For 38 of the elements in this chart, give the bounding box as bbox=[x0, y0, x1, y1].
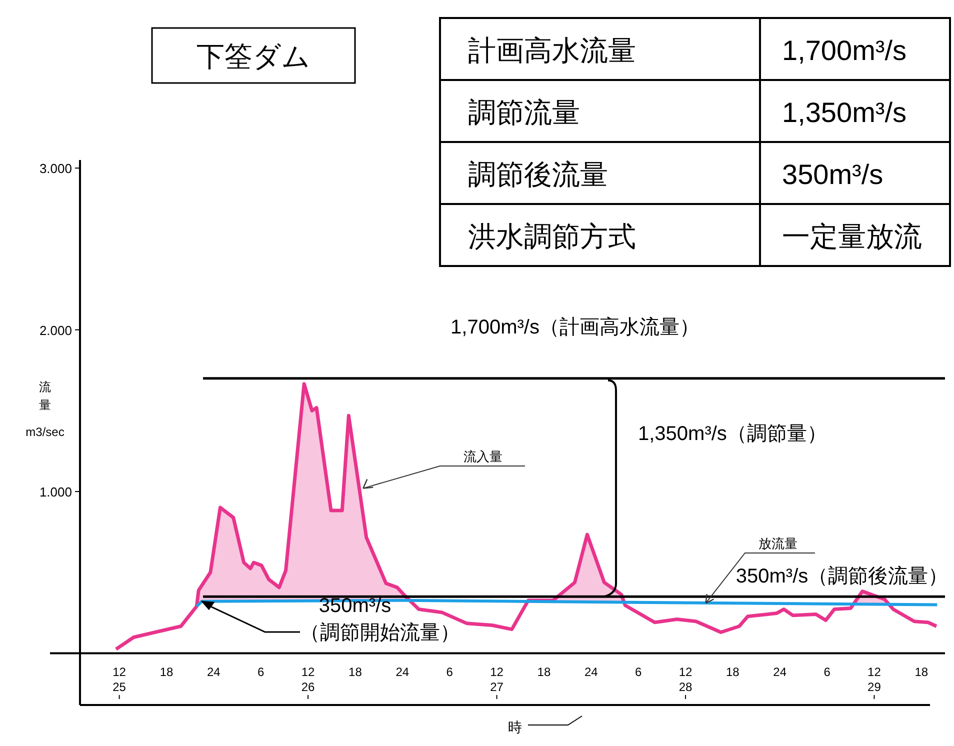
text: 計画高水流量 bbox=[468, 35, 636, 66]
x-tick-label: 6 bbox=[446, 665, 454, 679]
x-tick-label: 12 29 bbox=[868, 665, 882, 694]
x-tick-label: 12 28 bbox=[678, 665, 692, 694]
y-tick-label: 1.000 bbox=[39, 484, 72, 500]
annotation: 洪水調節方式 bbox=[468, 221, 636, 252]
annotation: 調節後流量 bbox=[468, 159, 608, 190]
ref-line-label: 1,700m³/s（計画高水流量） bbox=[450, 315, 700, 338]
x-tick-label: 12 26 bbox=[301, 665, 316, 694]
x-tick-label: 24 bbox=[773, 665, 787, 679]
x-tick-label: 6 bbox=[824, 665, 831, 679]
x-tick-label: 6 bbox=[258, 665, 265, 679]
x-axis-title: 時 bbox=[508, 719, 522, 735]
x-tick-label: 12 27 bbox=[490, 665, 504, 694]
x-tick-label: 18 bbox=[914, 665, 928, 679]
y-tick-label: 2.000 bbox=[39, 322, 72, 338]
x-tick-label: 18 bbox=[537, 665, 551, 679]
text: 1,700m³/s bbox=[782, 35, 906, 66]
x-tick-label: 24 bbox=[207, 665, 221, 679]
x-tick-label: 18 bbox=[726, 665, 740, 679]
annotation: 放流量 bbox=[758, 536, 798, 551]
x-tick-label: 24 bbox=[396, 665, 410, 679]
x-tick-label: 18 bbox=[348, 665, 362, 679]
x-tick-label: 12 25 bbox=[112, 665, 126, 694]
x-tick-label: 24 bbox=[584, 665, 598, 679]
ref-line-label: 350m³/s（調節後流量） bbox=[736, 566, 948, 588]
x-tick-label: 18 bbox=[160, 665, 174, 679]
x-tick-label: 6 bbox=[634, 665, 642, 679]
annotation: 流入量 bbox=[464, 449, 502, 464]
annotation: 1,350m³/s（調節量） bbox=[638, 423, 827, 445]
text: 調節流量 bbox=[468, 97, 580, 128]
text: 1,350m³/s bbox=[782, 97, 906, 128]
chart-title: 下筌ダム bbox=[196, 41, 310, 72]
y-tick-label: 3.000 bbox=[39, 161, 72, 176]
annotation: 一定量放流 bbox=[782, 221, 922, 252]
text: 流量 m3/sec bbox=[26, 370, 64, 439]
annotation: 350m³/s （調節開始流量） bbox=[300, 595, 460, 644]
annotation: 350m³/s bbox=[782, 159, 884, 190]
